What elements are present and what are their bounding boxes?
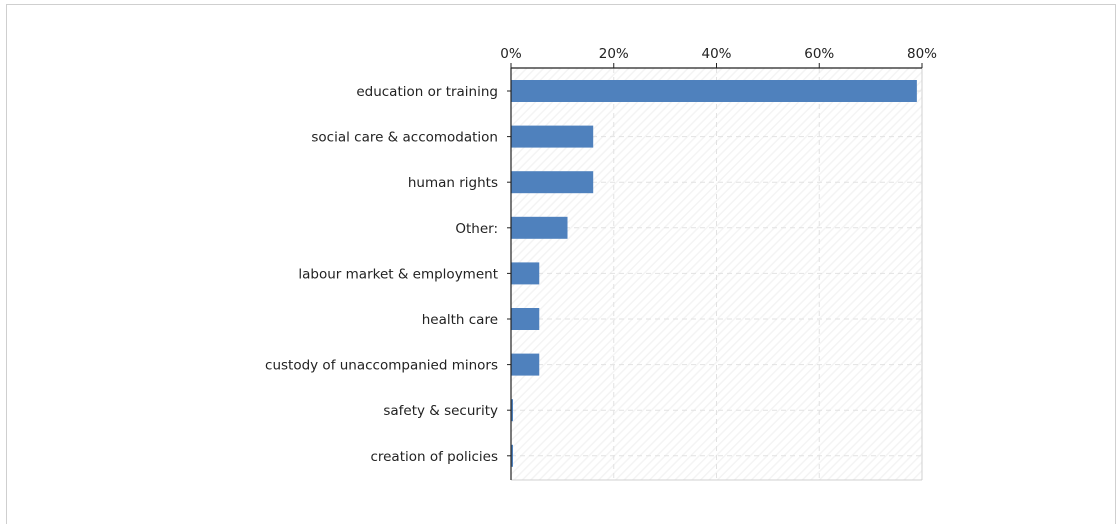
- bar: [511, 125, 594, 148]
- category-label: custody of unaccompanied minors: [265, 358, 498, 374]
- x-tick-label: 20%: [599, 46, 629, 62]
- bar: [511, 262, 540, 285]
- bar: [511, 80, 917, 102]
- category-label: health care: [422, 312, 498, 328]
- category-label: creation of policies: [370, 449, 498, 465]
- chart-frame: [6, 4, 1116, 524]
- category-label: labour market & employment: [298, 266, 498, 282]
- x-tick-label: 40%: [701, 46, 731, 62]
- bar-chart: 0% 20% 40% 60% 80% education or training socia…: [265, 46, 937, 481]
- category-label: social care & accomodation: [311, 130, 498, 146]
- x-tick-label: 80%: [907, 46, 937, 62]
- bar: [511, 171, 594, 194]
- category-label: Other:: [455, 221, 498, 237]
- category-label: education or training: [356, 84, 498, 100]
- x-tick-label: 60%: [804, 46, 834, 62]
- category-label: human rights: [408, 175, 498, 191]
- bar: [511, 216, 568, 239]
- labels: 0% 20% 40% 60% 80% education or training socia…: [265, 46, 937, 465]
- bar: [511, 308, 540, 330]
- bar: [511, 444, 513, 467]
- bar: [511, 353, 540, 376]
- x-tick-label: 0%: [500, 46, 522, 62]
- category-label: safety & security: [383, 403, 498, 419]
- bar: [511, 399, 513, 422]
- axes: [507, 63, 923, 480]
- bars: [511, 80, 917, 467]
